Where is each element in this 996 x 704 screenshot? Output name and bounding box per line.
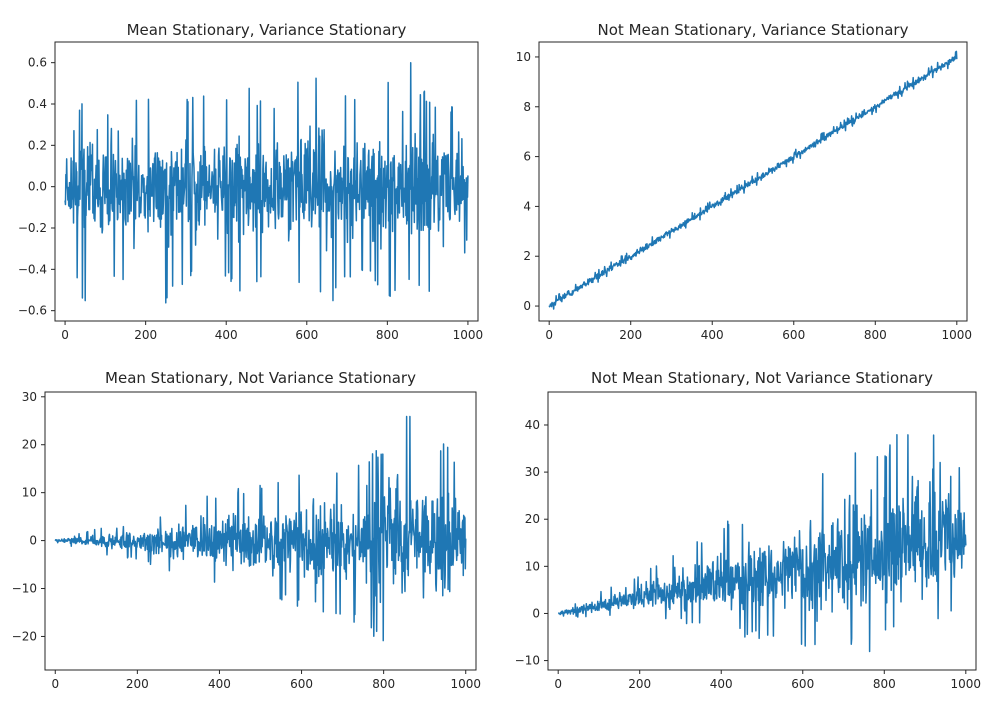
chart-title: Not Mean Stationary, Variance Stationary	[598, 21, 909, 39]
x-tick-label: 800	[372, 677, 395, 691]
x-tick-label: 600	[791, 677, 814, 691]
plot-area	[548, 50, 958, 310]
x-axis: 0 200 400 600 800 1000	[545, 321, 972, 342]
chart-title: Mean Stationary, Variance Stationary	[127, 21, 407, 39]
x-tick-label: 1000	[450, 677, 481, 691]
x-tick-label: 0	[554, 677, 562, 691]
panel-bottom-right: Not Mean Stationary, Not Variance Statio…	[515, 369, 981, 691]
chart-title: Not Mean Stationary, Not Variance Statio…	[591, 369, 933, 387]
plot-area	[54, 415, 467, 642]
y-tick-label: 6	[523, 150, 531, 164]
x-tick-label: 800	[376, 328, 399, 342]
x-tick-label: 600	[295, 328, 318, 342]
y-tick-label: 2	[523, 249, 531, 263]
x-tick-label: 600	[782, 328, 805, 342]
plot-area	[64, 61, 469, 304]
x-tick-label: 0	[545, 328, 553, 342]
y-tick-label: 10	[22, 486, 37, 500]
x-tick-label: 0	[51, 677, 59, 691]
y-tick-label: 0	[532, 606, 540, 620]
x-axis: 0 200 400 600 800 1000	[61, 321, 483, 342]
x-tick-label: 200	[619, 328, 642, 342]
y-tick-label: −0.2	[18, 221, 47, 235]
x-tick-label: 200	[126, 677, 149, 691]
x-tick-label: 600	[290, 677, 313, 691]
y-tick-label: 20	[525, 512, 540, 526]
x-tick-label: 1000	[951, 677, 982, 691]
panel-bottom-left: Mean Stationary, Not Variance Stationary…	[12, 369, 481, 691]
y-tick-label: 0.2	[28, 138, 47, 152]
x-tick-label: 800	[864, 328, 887, 342]
y-tick-label: 0.4	[28, 97, 47, 111]
y-tick-label: 0.0	[28, 180, 47, 194]
series-line	[557, 434, 967, 653]
axes-frame	[547, 391, 977, 671]
chart-title: Mean Stationary, Not Variance Stationary	[105, 369, 416, 387]
x-tick-label: 0	[61, 328, 69, 342]
x-tick-label: 400	[215, 328, 238, 342]
x-tick-label: 200	[628, 677, 651, 691]
x-tick-label: 800	[873, 677, 896, 691]
y-tick-label: 10	[516, 50, 531, 64]
x-axis: 0 200 400 600 800 1000	[51, 670, 481, 691]
y-tick-label: 4	[523, 199, 531, 213]
x-tick-label: 1000	[942, 328, 973, 342]
y-tick-label: −0.6	[18, 304, 47, 318]
series-line	[54, 415, 467, 642]
plot-area	[557, 434, 967, 653]
series-line	[64, 61, 469, 304]
x-tick-label: 1000	[453, 328, 484, 342]
y-tick-label: 20	[22, 438, 37, 452]
y-tick-label: 30	[525, 465, 540, 479]
y-axis: −10 0 10 20 30 40	[515, 418, 548, 668]
y-axis: −20 −10 0 10 20 30	[12, 390, 45, 643]
y-tick-label: 0	[523, 299, 531, 313]
axes-frame	[54, 41, 479, 322]
y-axis: −0.6 −0.4 −0.2 0.0 0.2 0.4 0.6	[18, 56, 55, 318]
x-tick-label: 400	[701, 328, 724, 342]
y-tick-label: 30	[22, 390, 37, 404]
panel-top-left: Mean Stationary, Variance Stationary 0 20…	[18, 21, 483, 342]
x-tick-label: 400	[710, 677, 733, 691]
y-tick-label: 0.6	[28, 56, 47, 70]
panel-top-right: Not Mean Stationary, Variance Stationary…	[516, 21, 972, 342]
x-tick-label: 200	[134, 328, 157, 342]
y-tick-label: −10	[515, 654, 540, 668]
y-tick-label: −0.4	[18, 262, 47, 276]
axes-frame	[538, 41, 968, 322]
y-tick-label: −10	[12, 582, 37, 596]
y-axis: 0 2 4 6 8 10	[516, 50, 539, 313]
y-tick-label: 0	[29, 534, 37, 548]
axes-frame	[44, 391, 477, 671]
y-tick-label: 40	[525, 418, 540, 432]
y-tick-label: 10	[525, 559, 540, 573]
x-tick-label: 400	[208, 677, 231, 691]
y-tick-label: 8	[523, 100, 531, 114]
series-line	[548, 50, 958, 310]
x-axis: 0 200 400 600 800 1000	[554, 670, 981, 691]
y-tick-label: −20	[12, 629, 37, 643]
